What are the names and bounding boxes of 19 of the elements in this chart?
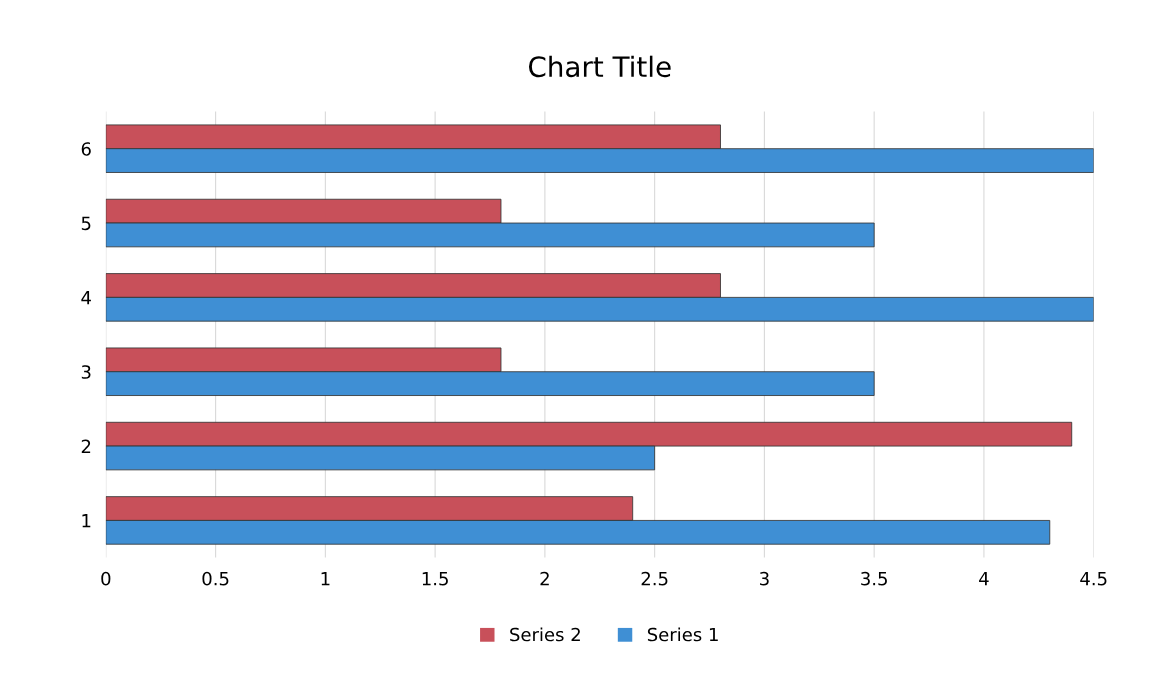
- y-tick-label: 4: [81, 291, 91, 305]
- x-tick-label: 4: [979, 572, 989, 586]
- x-tick-label: 3.5: [861, 571, 887, 586]
- chart-title: Chart Title: [528, 55, 671, 78]
- y-tick-label: 5: [81, 216, 91, 231]
- x-tick-label: 3: [760, 571, 769, 586]
- x-tick-label: 0: [101, 571, 111, 586]
- y-tick-label: 2: [81, 439, 91, 453]
- x-tick-label: 1: [321, 572, 330, 586]
- x-tick-label: 4.5: [1080, 572, 1107, 586]
- legend-label: Series 2: [510, 627, 580, 642]
- x-tick-label: 0.5: [202, 571, 229, 586]
- y-tick-label: 3: [81, 365, 91, 379]
- x-tick-label: 2.5: [641, 571, 668, 586]
- legend-label: Series 1: [647, 627, 718, 642]
- x-tick-label: 1.5: [422, 572, 448, 586]
- x-tick-label: 2: [540, 571, 549, 586]
- y-tick-label: 6: [81, 142, 91, 156]
- y-tick-label: 1: [82, 514, 91, 528]
